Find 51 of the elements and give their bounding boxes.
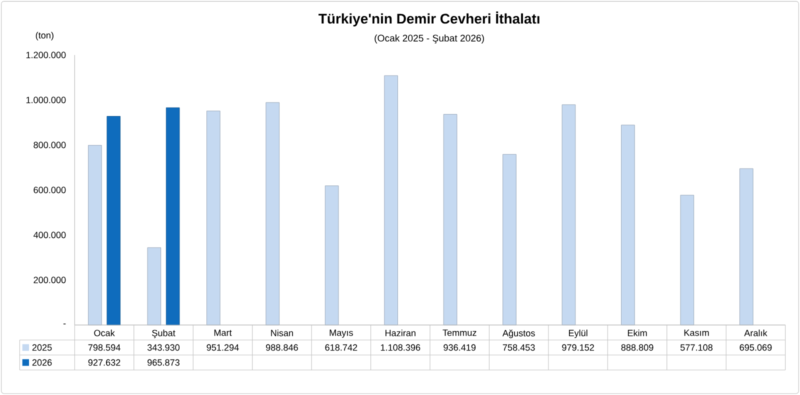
data-label: 798.594 xyxy=(88,344,120,351)
x-tick-label: Ekim xyxy=(628,330,647,336)
bar xyxy=(740,168,754,326)
data-label: 888.809 xyxy=(621,344,654,351)
bar xyxy=(562,104,576,326)
legend-label: 2026 xyxy=(32,359,52,366)
data-label: 343.930 xyxy=(147,344,180,351)
bar xyxy=(443,114,458,326)
y-tick-label: 200.000 xyxy=(34,276,66,284)
x-tick-label: Ocak xyxy=(94,330,115,336)
y-tick-label: 1.000.000 xyxy=(26,96,66,104)
bar xyxy=(147,247,162,326)
bar xyxy=(206,110,220,326)
data-label: 965.873 xyxy=(148,359,180,366)
x-tick-label: Temmuz xyxy=(442,330,476,336)
x-tick-label: Mayıs xyxy=(330,330,353,338)
data-label: 695.069 xyxy=(740,344,772,351)
bar xyxy=(166,107,180,326)
data-label: 927.632 xyxy=(88,359,120,366)
y-tick-label: 600.000 xyxy=(34,186,66,194)
bar xyxy=(384,75,398,326)
x-tick-label: Ağustos xyxy=(502,330,535,338)
x-tick-label: Kasım xyxy=(684,330,709,336)
data-label: 951.294 xyxy=(206,344,239,351)
x-tick-label: Haziran xyxy=(386,330,416,336)
x-tick-label: Şubat xyxy=(152,330,176,338)
y-tick-label: 400.000 xyxy=(33,232,66,238)
data-label: 936.419 xyxy=(444,344,476,351)
data-label: 979.152 xyxy=(562,344,594,351)
bar xyxy=(324,186,339,326)
chart-subtitle: (Ocak 2025 - Şubat 2026) xyxy=(374,34,484,44)
y-tick-label: 1.200.000 xyxy=(26,52,66,58)
x-tick-label: Eylül xyxy=(568,330,588,338)
bar xyxy=(621,124,635,326)
chart-title: Türkiye'nin Demir Cevheri İthalatı xyxy=(318,12,540,26)
data-label: 758.453 xyxy=(502,344,535,351)
bar xyxy=(88,145,102,326)
y-tick-label: 800.000 xyxy=(34,142,66,148)
bar xyxy=(106,116,120,326)
y-axis-title: (ton) xyxy=(36,32,54,40)
x-tick-label: Nisan xyxy=(271,330,293,336)
bar xyxy=(502,154,516,326)
data-label: 1.108.396 xyxy=(380,344,420,351)
legend-label: 2025 xyxy=(32,344,52,351)
data-label: 618.742 xyxy=(325,344,358,351)
x-tick-label: Mart xyxy=(214,330,232,336)
x-tick-label: Aralık xyxy=(744,330,768,336)
data-label: 988.846 xyxy=(266,344,298,351)
bar xyxy=(266,102,280,326)
bar xyxy=(680,194,694,326)
data-label: 577.108 xyxy=(680,344,712,351)
